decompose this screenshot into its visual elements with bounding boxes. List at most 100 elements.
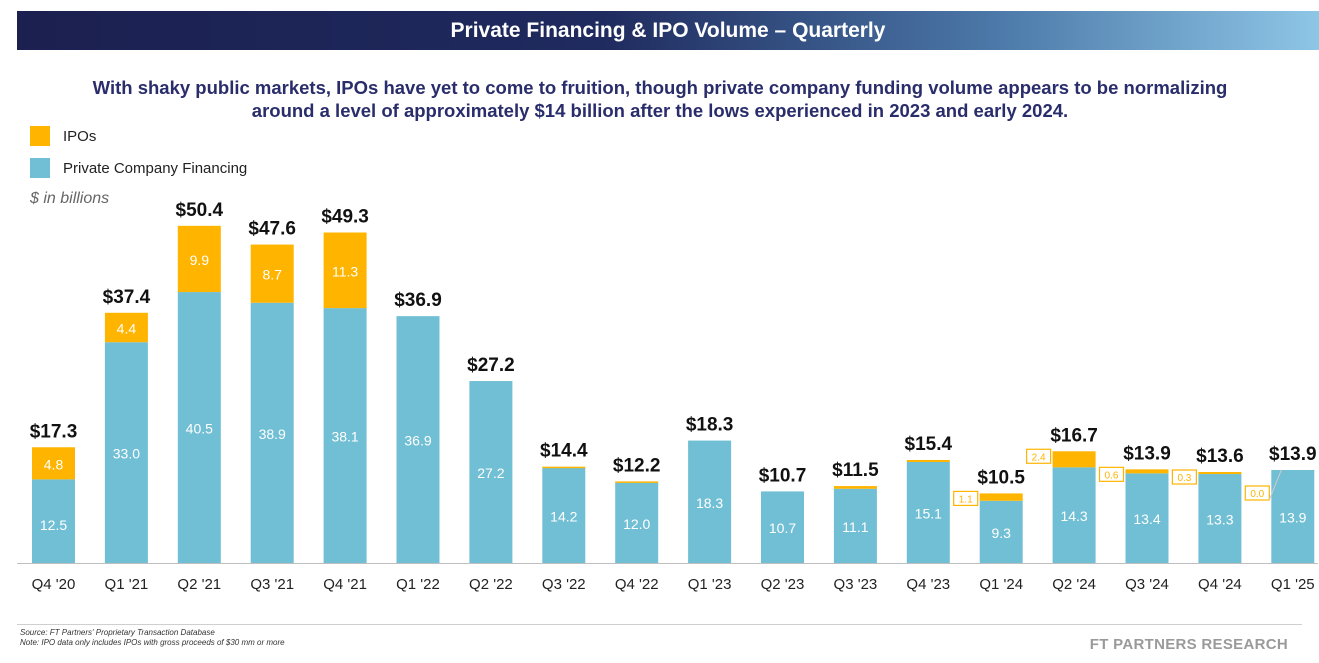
bar-private (979, 500, 1023, 563)
bar-label-private: 12.5 (40, 517, 67, 533)
source-text: Source: FT Partners' Proprietary Transac… (20, 628, 215, 637)
legend-swatch-private (30, 158, 50, 178)
bar-label-private: 18.3 (696, 495, 723, 511)
bar-label-private: 14.3 (1060, 508, 1087, 524)
bar-label-ipo: 11.3 (332, 263, 358, 279)
bar-total-label: $10.5 (977, 467, 1025, 488)
x-tick-label: Q2 '21 (177, 576, 221, 593)
legend-item-private: Private Company Financing (30, 158, 247, 178)
x-tick-label: Q3 '24 (1125, 576, 1169, 593)
bar-private (688, 440, 732, 563)
bar-ipo (104, 312, 148, 343)
bar-label-private: 14.2 (550, 509, 577, 525)
bar-private (1271, 470, 1315, 563)
legend-swatch-ipos (30, 126, 50, 146)
page-title: Private Financing & IPO Volume – Quarter… (450, 18, 886, 42)
bar-total-label: $47.6 (248, 219, 296, 240)
bar-label-ipo: 0.3 (1177, 473, 1191, 484)
bar-label-ipo: 4.8 (44, 456, 64, 472)
bar-label-private: 10.7 (769, 520, 796, 536)
bar-private (323, 308, 367, 563)
x-tick-label: Q2 '24 (1052, 576, 1096, 593)
bar-total-label: $13.9 (1269, 444, 1317, 465)
bar-chart: 12.5 4.8 $17.3 Q4 '20 33.0 4.4 $37.4 Q1 '21 40.5… (17, 200, 1318, 593)
x-tick-label: Q2 '23 (761, 576, 805, 593)
bar-label-ipo: 2.4 (1032, 452, 1046, 463)
bar-label-private: 13.3 (1206, 512, 1233, 528)
bar-label-private: 13.9 (1279, 510, 1306, 526)
bar-ipo (323, 232, 367, 309)
bar-label-private: 33.0 (113, 446, 140, 462)
bar-private (32, 479, 75, 563)
ipo-callout-leader (1268, 469, 1282, 501)
bar-total-label: $27.2 (467, 355, 515, 376)
bar-label-ipo: 0.0 (1250, 489, 1264, 500)
bar-label-private: 15.1 (915, 505, 942, 521)
bar-private (469, 381, 513, 563)
bar-label-ipo: 9.9 (190, 252, 210, 268)
bar-label-private: 11.1 (842, 519, 868, 535)
legend-label-private: Private Company Financing (63, 159, 248, 177)
x-tick-label: Q4 '20 (32, 576, 76, 593)
x-tick-label: Q4 '24 (1198, 576, 1242, 593)
x-tick-label: Q1 '23 (688, 576, 732, 593)
bar-ipo (615, 481, 659, 483)
bar-total-label: $12.2 (613, 455, 661, 476)
bar-label-ipo: 4.4 (117, 321, 137, 337)
bar-label-private: 40.5 (186, 421, 213, 437)
x-tick-label: Q4 '23 (906, 576, 950, 593)
bar-label-private: 38.9 (259, 426, 286, 442)
header-banner: Private Financing & IPO Volume – Quarter… (17, 11, 1319, 50)
bar-private (396, 316, 440, 563)
bar-private (906, 461, 950, 563)
bar-private (615, 482, 659, 563)
x-tick-label: Q1 '24 (979, 576, 1023, 593)
bar-private (177, 292, 221, 563)
bar-total-label: $10.7 (759, 465, 807, 486)
bar-private (104, 342, 148, 563)
bar-total-label: $11.5 (832, 460, 879, 481)
bar-total-label: $14.4 (540, 441, 588, 462)
units-label: $ in billions (30, 190, 110, 207)
bar-label-ipo: 1.1 (959, 494, 973, 505)
bar-ipo (32, 447, 75, 480)
bar-ipo (1198, 472, 1242, 475)
x-tick-label: Q2 '22 (469, 576, 513, 593)
bar-label-ipo: 0.6 (1105, 470, 1119, 481)
legend-label-ipos: IPOs (63, 127, 97, 145)
bar-private (1125, 473, 1169, 563)
bar-ipo (542, 466, 586, 469)
ipo-callout-box (953, 490, 979, 507)
bar-private (542, 468, 586, 563)
bar-total-label: $37.4 (103, 287, 151, 308)
chart-subtitle: With shaky public markets, IPOs have yet… (92, 77, 1228, 121)
bar-label-ipo: 8.7 (262, 267, 282, 283)
x-tick-label: Q4 '21 (323, 576, 367, 593)
x-tick-label: Q3 '23 (834, 576, 878, 593)
x-tick-label: Q1 '21 (105, 576, 149, 593)
bar-total-label: $36.9 (394, 290, 442, 311)
source-note: Source: FT Partners' Proprietary Transac… (20, 628, 285, 648)
bar-total-label: $13.9 (1123, 443, 1171, 464)
bar-label-private: 9.3 (991, 525, 1011, 541)
ipo-callout-box (1098, 466, 1125, 482)
bar-ipo (1125, 469, 1169, 474)
brand-label: FT PARTNERS RESEARCH (1089, 636, 1288, 653)
note-text: Note: IPO data only includes IPOs with g… (20, 638, 285, 647)
bar-total-label: $49.3 (321, 207, 369, 228)
bar-private (761, 491, 804, 563)
bar-total-label: $18.3 (686, 415, 734, 436)
bar-ipo (979, 493, 1023, 501)
ipo-callout-box (1025, 448, 1052, 464)
bar-total-label: $50.4 (176, 200, 224, 221)
footer-divider (17, 624, 1302, 625)
bar-label-private: 12.0 (623, 516, 650, 532)
bar-total-label: $15.4 (905, 434, 953, 455)
x-tick-label: Q1 '22 (396, 576, 440, 593)
ipo-callout-box (1244, 485, 1270, 501)
bar-private (833, 488, 877, 563)
x-tick-label: Q1 '25 (1271, 576, 1315, 593)
x-tick-label: Q3 '21 (250, 576, 294, 593)
ipo-callout-box (1171, 469, 1198, 485)
bar-private (1198, 474, 1242, 563)
